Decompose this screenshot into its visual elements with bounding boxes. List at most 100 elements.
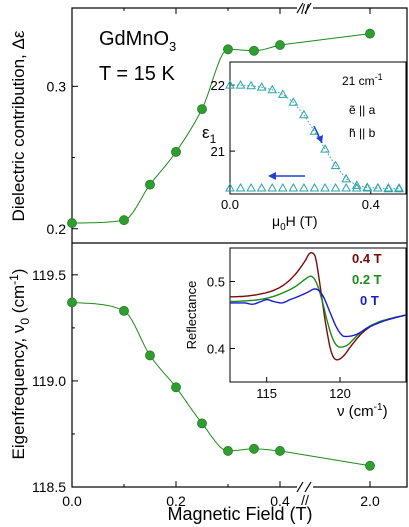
- inset-x-tick-label: 0.0: [221, 197, 239, 212]
- axis-break-slash: [304, 2, 312, 14]
- data-point: [145, 179, 155, 190]
- inset-y-tick-label: 0.4: [207, 342, 225, 357]
- data-point: [119, 215, 129, 226]
- inset-triangle-point: [351, 180, 362, 189]
- series-label: 0.2 T: [352, 272, 382, 287]
- inset-x-title: ν (cm-1): [337, 402, 388, 420]
- inset-x-tick-label: 115: [256, 386, 277, 401]
- text-span: μ: [272, 213, 280, 229]
- text-span: 0: [280, 222, 286, 233]
- chart-title: GdMnO3: [99, 28, 176, 54]
- axis-break-slash: [296, 2, 304, 14]
- inset-x-title: μ0H (T): [272, 213, 318, 233]
- y-tick-label: 119.0: [32, 373, 66, 389]
- arrow-head: [268, 172, 276, 180]
- inset-triangle-point: [299, 183, 309, 192]
- data-point: [67, 218, 77, 228]
- inset-annotation-h: h̃ || b: [349, 126, 376, 140]
- x-axis-title: Magnetic Field (T): [167, 504, 312, 524]
- text-span: ): [383, 403, 388, 420]
- y-tick-label: 0.3: [47, 78, 67, 94]
- axis-break-label: //: [301, 492, 309, 508]
- text-span: 1: [210, 132, 217, 146]
- x-tick-label: 0.2: [166, 493, 186, 509]
- inset-triangle-point: [330, 160, 341, 170]
- arrow-head: [316, 135, 323, 143]
- text-span: H (T): [286, 213, 318, 229]
- inset-triangle-point: [277, 89, 288, 98]
- inset-triangle-point: [299, 109, 309, 119]
- text-span: (cm: [345, 403, 374, 420]
- inset-triangle-point: [383, 183, 394, 192]
- axis-break-slash: [296, 481, 304, 493]
- text-span: (cm: [9, 285, 28, 318]
- data-point: [275, 40, 285, 50]
- data-point: [365, 460, 375, 471]
- inset-y-tick-label: 22: [211, 78, 225, 93]
- series-label: 0.4 T: [352, 251, 382, 266]
- inset-triangle-point: [246, 183, 256, 192]
- inset-triangle-point: [320, 144, 330, 153]
- y-tick-label: 0.2: [47, 221, 67, 237]
- x-tick-label: 0.4: [270, 493, 290, 509]
- inset-triangle-point: [309, 183, 320, 192]
- text-span: 0: [18, 318, 32, 325]
- inset-y-title: ε1: [202, 123, 217, 146]
- inset-triangle-point: [394, 183, 404, 192]
- axis-break-slash: [304, 481, 312, 493]
- data-point: [365, 28, 375, 39]
- y-tick-label: 119.5: [32, 267, 66, 283]
- text-span: 21 cm: [342, 74, 375, 88]
- data-point: [145, 350, 155, 361]
- inset-y-title: Reflectance: [184, 281, 199, 350]
- text-span: ): [9, 269, 28, 275]
- panels: 0.2 0.3 GdMnO3 T = 15 K Dielectric contribut…: [7, 1, 408, 524]
- data-point: [249, 443, 259, 454]
- text-span: Eigenfrequency, ν: [9, 325, 28, 460]
- inset-triangle-point: [235, 80, 246, 89]
- data-point: [119, 305, 129, 316]
- text-span: -1: [374, 402, 383, 413]
- inset-triangle-point: [362, 183, 373, 192]
- inset-triangle-point: [225, 80, 235, 89]
- inset-triangle-point: [246, 80, 256, 90]
- text-span: -1: [375, 72, 383, 82]
- inset-triangle-point: [288, 97, 299, 106]
- inset-annotation-frequency: 21 cm-1: [342, 72, 383, 88]
- text-span: -1: [7, 274, 21, 285]
- inset-triangle-point: [267, 84, 278, 94]
- data-point: [171, 382, 181, 393]
- axis-break: [296, 481, 313, 493]
- data-point: [197, 418, 207, 429]
- inset-annotation-e: ẽ || a: [349, 103, 376, 117]
- text-span: GdMnO: [99, 28, 169, 50]
- y-axis-title: Dielectric contribution, Δε: [9, 30, 28, 221]
- text-span: 3: [169, 39, 176, 54]
- temperature-label: T = 15 K: [99, 63, 175, 85]
- inset-x-tick-label: 0.4: [362, 197, 380, 212]
- axis-break-gap: [297, 482, 313, 492]
- inset-triangle-point: [277, 183, 288, 192]
- data-point: [223, 44, 233, 55]
- series-label: 0 T: [360, 293, 379, 308]
- inset-triangle-point: [256, 183, 267, 192]
- inset-triangle-point: [320, 183, 330, 192]
- inset-triangle-point: [288, 183, 299, 192]
- inset-triangle-point: [341, 173, 352, 183]
- reflectance-curve: [230, 288, 407, 338]
- inset-y-tick-label: 0.5: [207, 275, 225, 290]
- data-point: [197, 104, 207, 115]
- inset-y-tick-label: 21: [211, 144, 225, 159]
- data-point: [223, 446, 233, 456]
- data-point: [275, 446, 285, 456]
- inset-triangle-point: [267, 183, 278, 192]
- inset-triangle-point: [351, 183, 362, 192]
- inset-dotted-line: [230, 84, 399, 190]
- plot-frame: [71, 7, 408, 488]
- x-tick-label: 0.0: [62, 493, 82, 509]
- axis-break: [296, 2, 313, 14]
- text-span: ε: [202, 123, 210, 142]
- data-point: [249, 45, 259, 56]
- inset-triangle-point: [235, 183, 246, 192]
